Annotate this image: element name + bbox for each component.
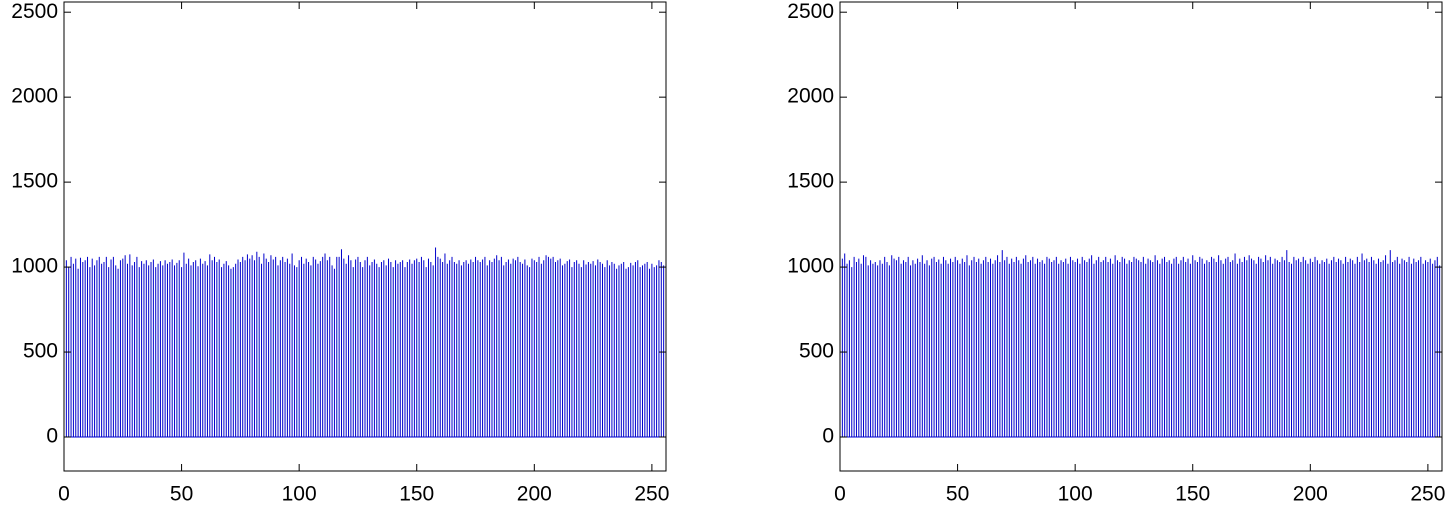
y-tick-label: 2000 (11, 85, 58, 108)
x-tick-label: 150 (399, 483, 434, 506)
plot-frame (839, 1, 1443, 472)
x-tick-label: 100 (1058, 483, 1093, 506)
x-tick-label: 50 (170, 483, 193, 506)
x-tick-label: 200 (1293, 483, 1328, 506)
stems (63, 247, 666, 438)
x-tick-label: 250 (634, 483, 669, 506)
x-tick-label: 250 (1410, 483, 1445, 506)
x-tick-label: 200 (517, 483, 552, 506)
y-tick-label: 500 (23, 340, 58, 363)
y-tick-label: 1000 (787, 255, 834, 278)
y-tick-label: 500 (799, 340, 834, 363)
x-tick-label: 50 (946, 483, 969, 506)
plot-frame (63, 1, 667, 472)
chart: 0 500 1000 1500 2000 2500 0 50 100 150 200 250 (11, 0, 669, 506)
y-tick-label: 1500 (11, 170, 58, 193)
y-tick-label: 0 (822, 425, 834, 448)
y-tick-label: 2000 (787, 85, 834, 108)
y-tick-label: 2500 (11, 0, 58, 23)
x-tick-label: 100 (282, 483, 317, 506)
x-tick-label: 150 (1175, 483, 1210, 506)
x-tick-label: 0 (834, 483, 846, 506)
y-tick-label: 0 (46, 425, 58, 448)
stems (839, 250, 1442, 438)
x-tick-label: 0 (58, 483, 70, 506)
y-tick-label: 2500 (787, 0, 834, 23)
y-tick-label: 1000 (11, 255, 58, 278)
y-tick-label: 1500 (787, 170, 834, 193)
chart: 0 500 1000 1500 2000 2500 0 50 100 150 200 250 (787, 0, 1445, 506)
